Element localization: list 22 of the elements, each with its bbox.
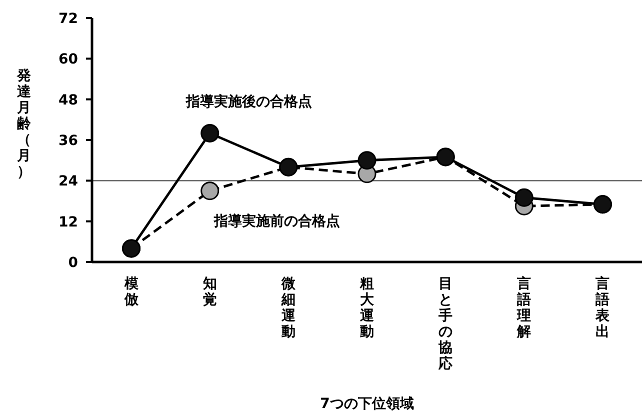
x-tick-label: 知覚 bbox=[202, 276, 217, 308]
x-tick-label: 言語表出 bbox=[594, 275, 611, 340]
y-tick-label: 24 bbox=[58, 174, 78, 190]
y-axis-title: 発達月齢（月） bbox=[16, 68, 32, 180]
x-tick-label: 粗大運動 bbox=[359, 276, 375, 340]
y-tick-label: 36 bbox=[58, 133, 78, 149]
y-tick-label: 0 bbox=[68, 255, 78, 271]
y-tick-label: 48 bbox=[58, 92, 78, 108]
point bbox=[358, 151, 376, 170]
x-tick-label: 模倣 bbox=[123, 276, 140, 308]
series-label: 指導実施後の合格点 bbox=[184, 92, 312, 110]
x-tick-label: 微細運動 bbox=[280, 276, 296, 340]
y-tick-label: 72 bbox=[58, 11, 78, 27]
x-tick-label: 目と手の協応 bbox=[438, 276, 453, 372]
y-tick-label: 60 bbox=[58, 52, 78, 68]
x-axis-title: 7つの下位領域 bbox=[320, 396, 414, 412]
x-tick-label: 言語理解 bbox=[516, 275, 532, 340]
y-tick-label: 12 bbox=[58, 214, 78, 230]
series-label: 指導実施前の合格点 bbox=[212, 212, 340, 230]
point bbox=[514, 188, 534, 207]
point bbox=[200, 182, 220, 200]
point bbox=[200, 124, 220, 142]
